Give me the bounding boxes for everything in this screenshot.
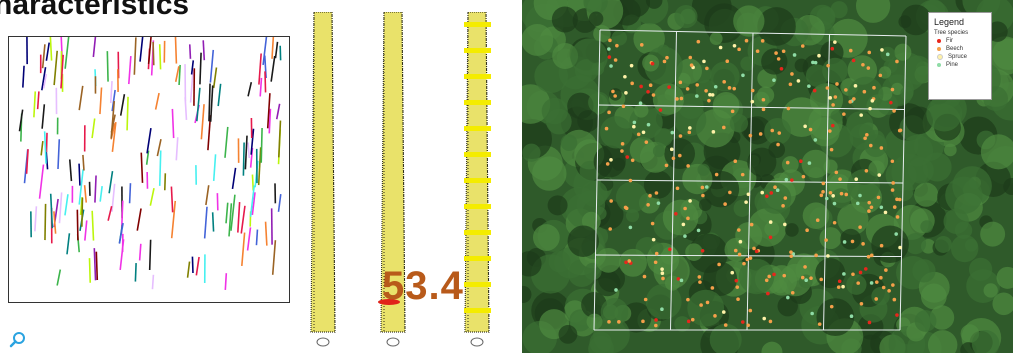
legend-swatch <box>937 47 941 51</box>
slide-heading: haracteristics <box>0 0 190 21</box>
legend-subtitle: Tree species <box>934 30 969 36</box>
trunk-pointcloud-2 <box>378 12 406 347</box>
aerial-image <box>522 0 1013 353</box>
segmented-stems-image <box>18 37 282 290</box>
legend-swatch <box>937 54 943 60</box>
aerial-forest-map <box>522 0 1013 353</box>
diameter-measurement: 53.4 <box>382 264 464 308</box>
legend-item-fir: Fir <box>937 38 991 44</box>
legend-swatch <box>937 63 941 67</box>
zoom-icon[interactable] <box>8 330 28 350</box>
legend-swatch <box>937 39 941 43</box>
species-legend: Legend Tree species Fir Beech Spruce Pin… <box>928 12 992 100</box>
trunk-pointcloud-1 <box>310 12 336 347</box>
trunk-pointcloud-3 <box>464 12 491 347</box>
legend-title: Legend <box>934 17 965 27</box>
segmented-stems-panel <box>8 36 290 303</box>
legend-item-pine: Pine <box>937 62 991 68</box>
legend-item-spruce: Spruce <box>937 54 991 60</box>
legend-item-beech: Beech <box>937 46 991 52</box>
